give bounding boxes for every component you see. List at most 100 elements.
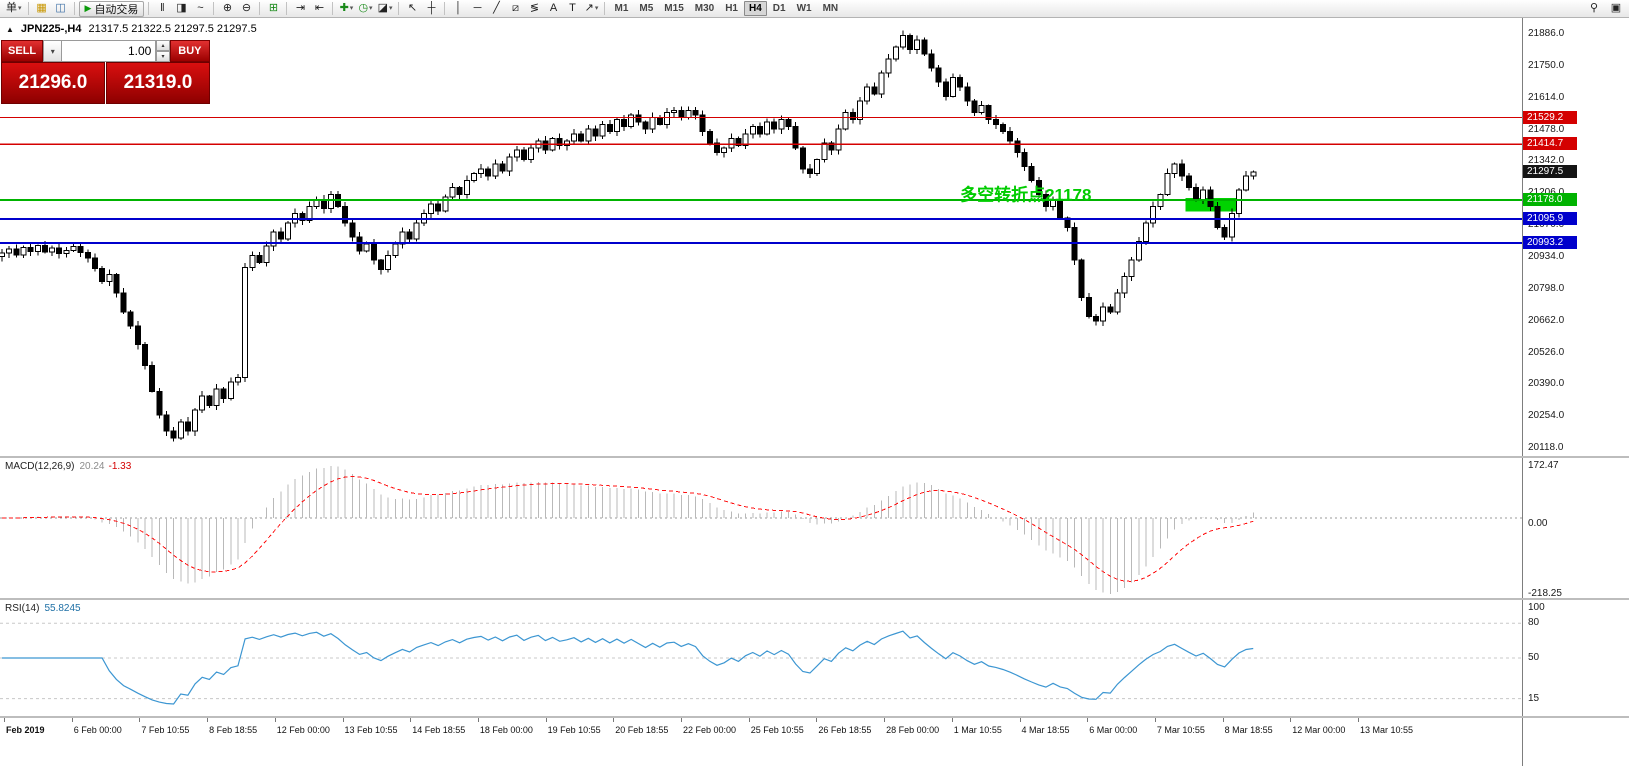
macd-params: MACD(12,26,9)	[5, 461, 75, 472]
autotrading-label: 自动交易	[94, 3, 139, 16]
text-icon: A	[549, 2, 558, 14]
pane-separator[interactable]	[0, 456, 1629, 458]
time-axis-label: 7 Feb 10:55	[141, 725, 190, 735]
time-axis[interactable]: Feb 2019 6 Feb 00:00 7 Feb 10:55 8 Feb 18:5…	[0, 718, 1522, 766]
trendline-button[interactable]: ╱	[487, 1, 505, 17]
price-axis-label: 21342.0	[1528, 155, 1565, 167]
timeframe-m1-button[interactable]: M1	[609, 1, 633, 16]
timeframe-mn-button[interactable]: MN	[818, 1, 844, 16]
chevron-down-icon: ▾	[369, 5, 373, 12]
chart-shift-icon: ⇤	[314, 2, 325, 14]
time-axis-tick	[951, 718, 953, 722]
pane-separator[interactable]	[0, 598, 1629, 600]
timeframe-h4-button[interactable]: H4	[744, 1, 767, 16]
periods-button[interactable]: ◷ ▾	[356, 1, 374, 17]
text-label-button[interactable]: T	[563, 1, 581, 17]
time-axis-tick	[71, 718, 73, 722]
crosshair-button[interactable]: ┼	[422, 1, 440, 17]
timeframe-m15-button[interactable]: M15	[659, 1, 688, 16]
current-price-badge: 21297.5	[1523, 164, 1577, 178]
periods-icon: ◷	[358, 2, 369, 14]
macd-main-value: 20.24	[79, 461, 105, 472]
zoom-in-button[interactable]: ⊕	[218, 1, 236, 17]
vertical-line-button[interactable]: │	[449, 1, 467, 17]
toolbar-right-group: ⚲ ▣	[1585, 1, 1625, 17]
chevron-down-icon: ▾	[50, 46, 55, 56]
time-axis-tick	[342, 718, 344, 722]
cursor-button[interactable]: ↖	[403, 1, 421, 17]
templates-button[interactable]: ◪ ▾	[376, 1, 395, 17]
indicators-button[interactable]: ✚ ▾	[337, 1, 355, 17]
new-order-icon: 单	[6, 2, 17, 14]
time-axis-tick	[748, 718, 750, 722]
time-axis-label: Feb 2019	[6, 725, 45, 735]
text-label-icon: T	[569, 2, 576, 14]
line-chart-icon: ~	[197, 2, 204, 14]
zoom-out-button[interactable]: ⊖	[237, 1, 255, 17]
macd-axis-label: -218.25	[1528, 588, 1562, 599]
sell-price-panel[interactable]: 21296.0	[1, 62, 105, 104]
trendline-icon: ╱	[493, 2, 500, 14]
timeframe-d1-button[interactable]: D1	[768, 1, 791, 16]
time-axis-label: 6 Feb 00:00	[73, 725, 122, 735]
rsi-label: RSI(14) 55.8245	[5, 603, 81, 614]
layout-button[interactable]: ▣	[1607, 1, 1625, 17]
market-watch-icon: ▦	[36, 2, 47, 14]
candlestick-chart-button[interactable]: ◨	[172, 1, 190, 17]
arrows-button[interactable]: ↗ ▾	[582, 1, 600, 17]
zoom-in-icon: ⊕	[222, 2, 233, 14]
macd-signal-value: -1.33	[108, 461, 132, 472]
price-axis[interactable]: 21886.0 21750.0 21614.0 21478.0 21342.0 21206…	[1522, 18, 1629, 766]
time-axis-tick	[1154, 718, 1156, 722]
buy-button[interactable]: BUY	[169, 40, 210, 62]
equidistant-channel-icon: ⧄	[511, 2, 519, 14]
one-click-controls-row: SELL ▾ ▴ ▾ BUY	[1, 40, 210, 62]
layout-icon: ▣	[1610, 2, 1622, 14]
volume-dropdown-button[interactable]: ▾	[43, 40, 63, 62]
cursor-icon: ↖	[407, 2, 418, 14]
timeframe-m5-button[interactable]: M5	[634, 1, 658, 16]
volume-increase-button[interactable]: ▴	[156, 40, 170, 51]
volume-input[interactable]	[62, 40, 157, 62]
candles	[0, 30, 1257, 442]
equidistant-channel-button[interactable]: ⧄	[506, 1, 524, 17]
volume-decrease-button[interactable]: ▾	[156, 51, 170, 62]
sell-button[interactable]: SELL	[1, 40, 44, 62]
rsi-indicator-pane	[0, 622, 1522, 705]
time-axis-tick	[207, 718, 209, 722]
market-watch-button[interactable]: ▦	[33, 1, 51, 17]
macd-axis-label: 172.47	[1528, 460, 1559, 471]
new-order-button[interactable]: 单 ▾	[4, 1, 24, 17]
time-axis-label: 22 Feb 00:00	[683, 725, 737, 735]
horizontal-line-button[interactable]: ─	[468, 1, 486, 17]
arrows-icon: ↗	[584, 2, 594, 14]
time-axis-label: 19 Feb 10:55	[547, 725, 601, 735]
autotrading-button[interactable]: ▶ 自动交易	[78, 0, 145, 17]
toolbar-separator	[27, 2, 29, 15]
data-window-button[interactable]: ◫	[52, 1, 70, 17]
chart-shift-button[interactable]: ⇤	[310, 1, 328, 17]
time-axis-tick	[410, 718, 412, 722]
line-chart-button[interactable]: ~	[191, 1, 209, 17]
pane-separator[interactable]	[0, 716, 1629, 718]
main-price-chart[interactable]: 多空转折点21178	[0, 18, 1522, 456]
time-axis-label: 13 Feb 10:55	[344, 725, 398, 735]
buy-price-panel[interactable]: 21319.0	[106, 62, 210, 104]
macd-label: MACD(12,26,9) 20.24 -1.33	[5, 461, 131, 472]
price-axis-label: 21614.0	[1528, 91, 1565, 103]
templates-icon: ◪	[377, 2, 388, 14]
bar-chart-button[interactable]: ‖	[153, 1, 171, 17]
fibonacci-button[interactable]: ≶	[525, 1, 543, 17]
search-button[interactable]: ⚲	[1585, 1, 1603, 17]
one-click-toggle-icon[interactable]: ▲	[6, 24, 14, 34]
timeframe-h1-button[interactable]: H1	[720, 1, 743, 16]
text-button[interactable]: A	[544, 1, 562, 17]
time-axis-tick	[4, 718, 5, 722]
auto-scroll-button[interactable]: ⇥	[291, 1, 309, 17]
tile-windows-button[interactable]: ⊞	[264, 1, 282, 17]
timeframe-m30-button[interactable]: M30	[690, 1, 719, 16]
timeframe-w1-button[interactable]: W1	[792, 1, 817, 16]
one-click-trading-panel: SELL ▾ ▴ ▾ BUY 21296.0 21319.0	[1, 40, 210, 104]
toolbar: 单 ▾ ▦ ◫ ▶ 自动交易 ‖ ◨ ~ ⊕ ⊖ ⊞ ⇥ ⇤ ✚ ▾ ◷ ▾ ◪ ▾ ↖ ┼ │ ─ ╱ ⧄ ≶ A T ↗ ▾ M1 M5 M1…	[0, 0, 1629, 18]
annotation-text[interactable]: 多空转折点21178	[960, 184, 1091, 204]
